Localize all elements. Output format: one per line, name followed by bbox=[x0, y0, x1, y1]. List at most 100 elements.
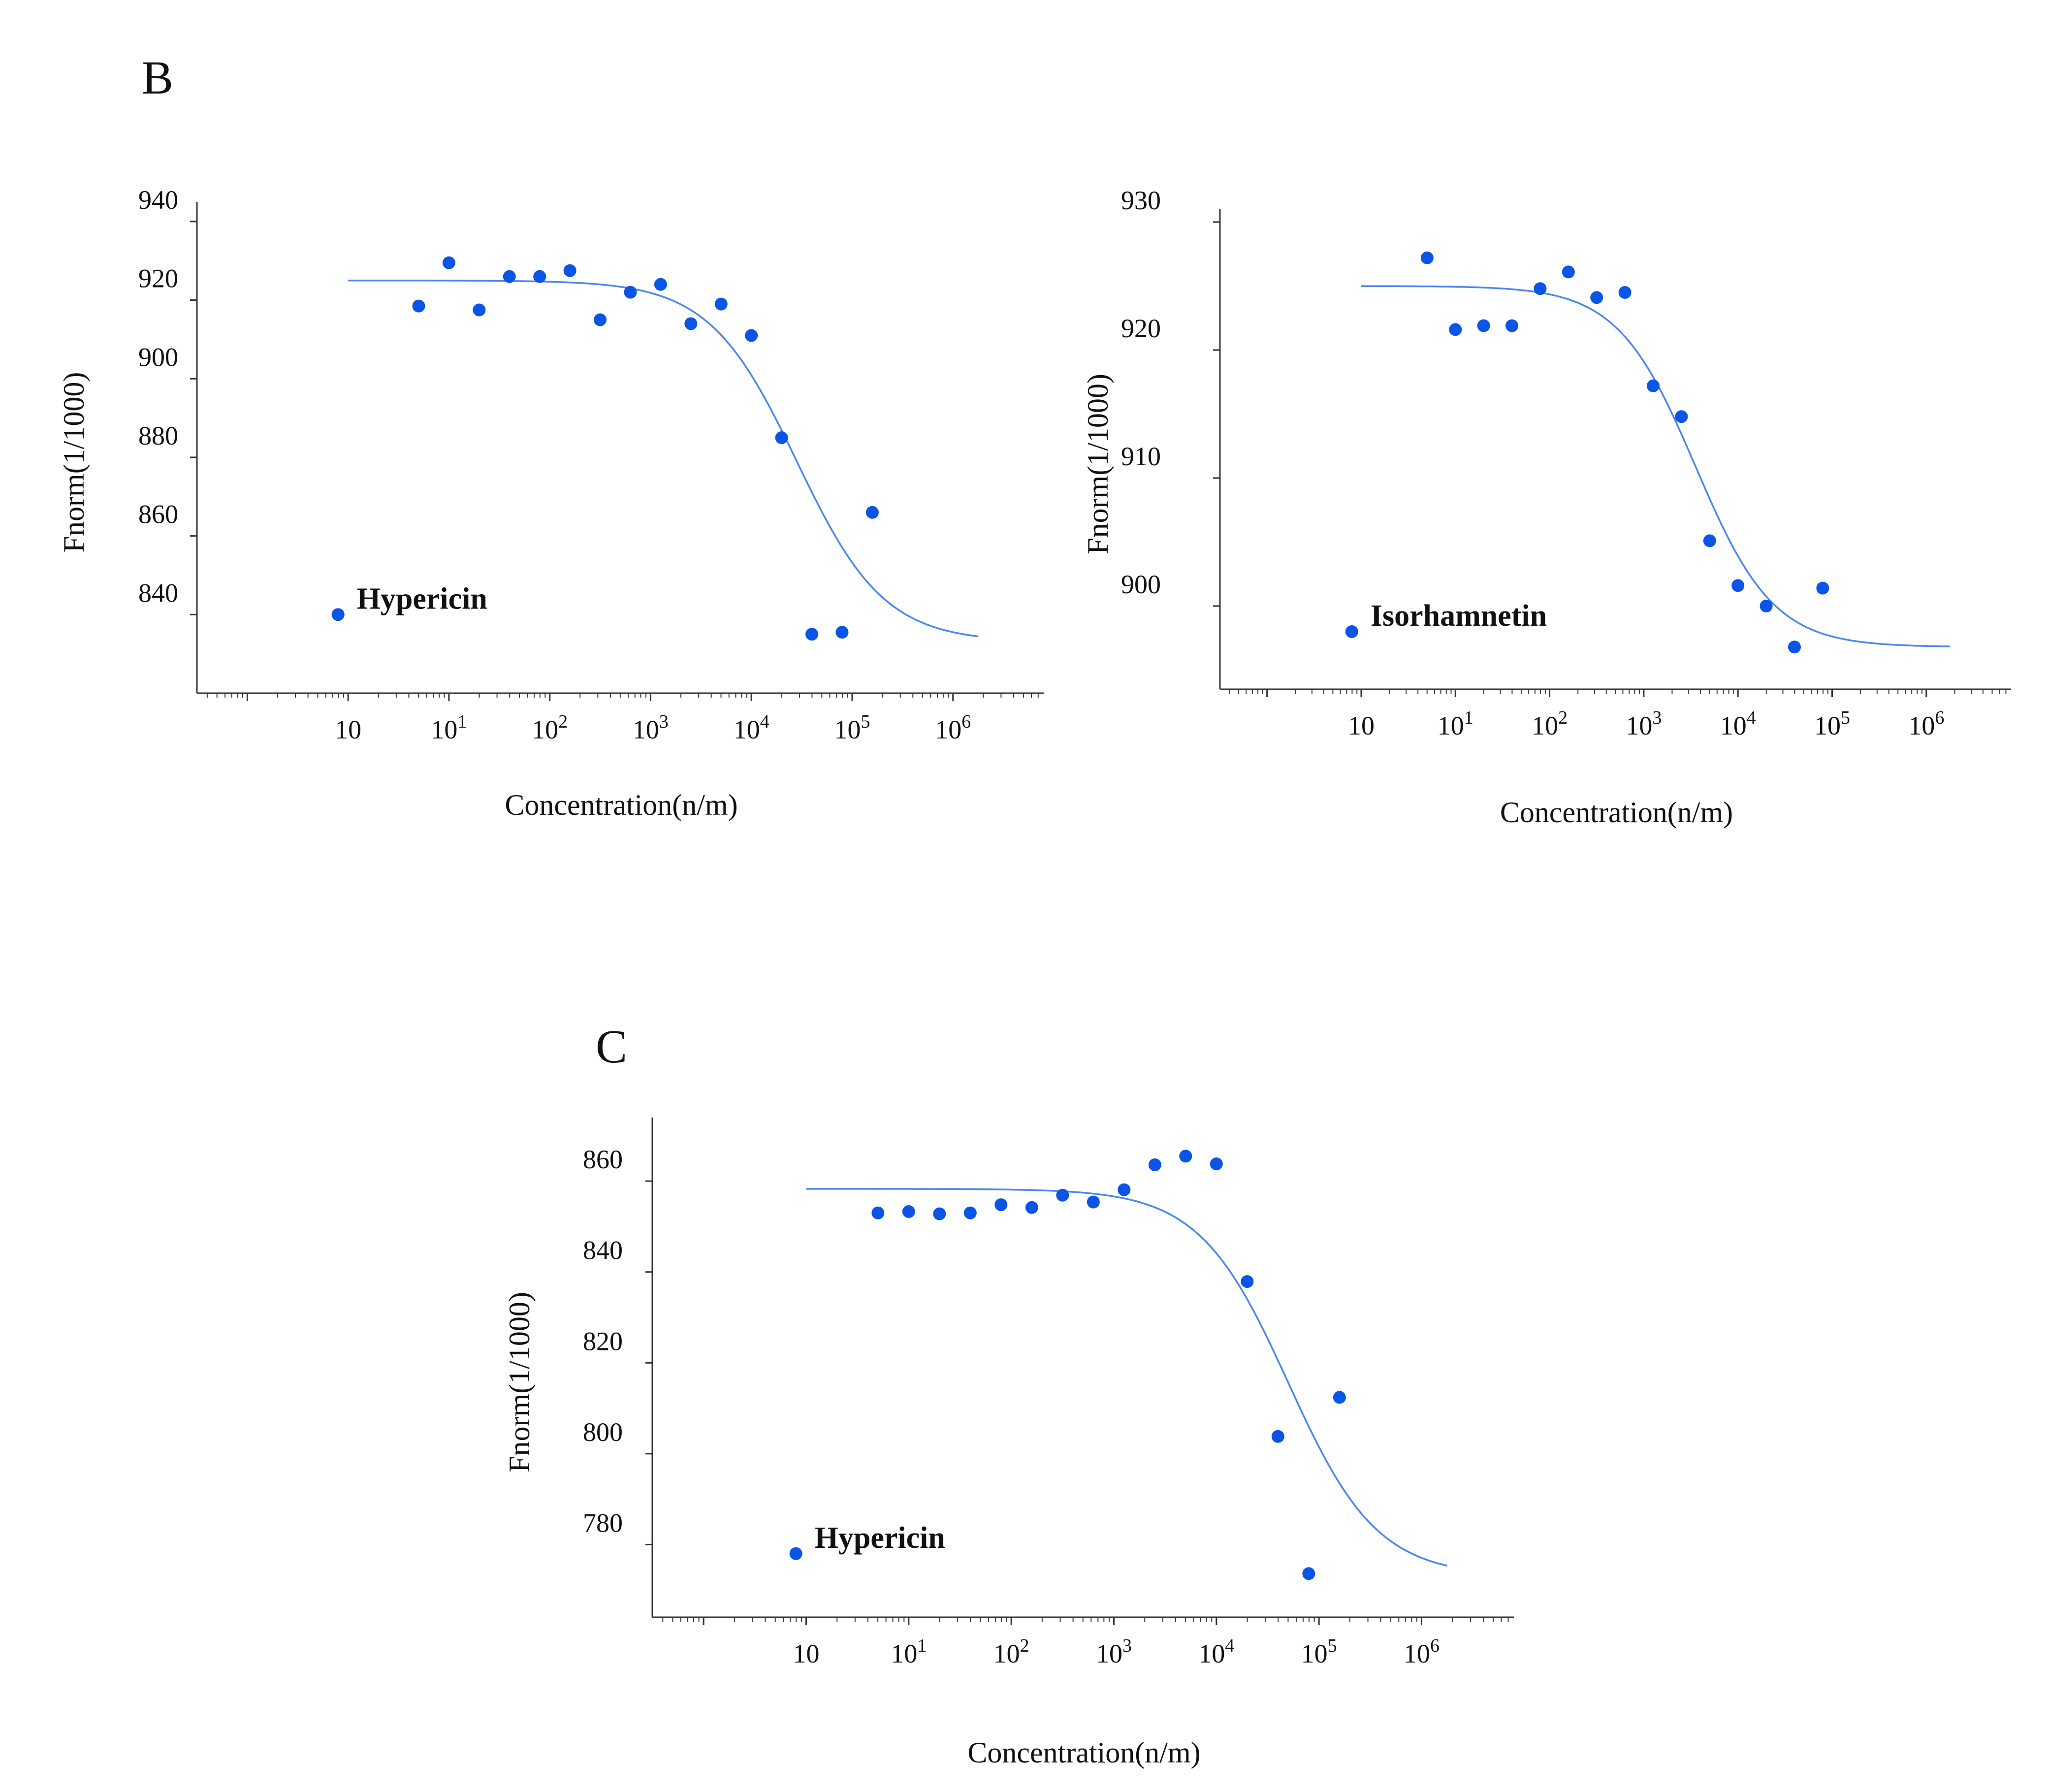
y-tick-label: 800 bbox=[583, 1417, 623, 1447]
panel-label-b: B bbox=[142, 51, 173, 104]
x-tick-label: 103 bbox=[633, 711, 669, 744]
data-point bbox=[805, 628, 819, 641]
chart-c: 780 800 820 840 860 10 101 102 103 104 105 106 Fnorm… bbox=[503, 1118, 1514, 1769]
data-point bbox=[533, 270, 546, 283]
legend-label: Hypericin bbox=[357, 582, 487, 615]
data-point bbox=[1618, 286, 1632, 299]
data-point bbox=[473, 303, 486, 317]
y-tick-label: 900 bbox=[138, 342, 178, 372]
data-point bbox=[714, 297, 728, 311]
y-tick-label: 820 bbox=[583, 1326, 623, 1356]
x-tick-label: 101 bbox=[891, 1635, 927, 1668]
y-axis-title: Fnorm(1/1000) bbox=[1082, 374, 1114, 554]
data-point bbox=[624, 286, 637, 299]
data-point bbox=[963, 1206, 977, 1219]
data-point bbox=[1148, 1158, 1161, 1171]
y-tick-label: 840 bbox=[583, 1236, 623, 1265]
x-tick-label: 10 bbox=[793, 1639, 820, 1668]
data-point bbox=[1087, 1195, 1100, 1209]
data-point bbox=[1675, 410, 1688, 423]
data-point bbox=[1760, 600, 1773, 612]
x-tick-label: 106 bbox=[1908, 707, 1944, 740]
x-tick-label: 105 bbox=[1301, 1635, 1337, 1668]
y-tick-label: 780 bbox=[583, 1508, 623, 1537]
data-point bbox=[654, 278, 667, 291]
data-point bbox=[1025, 1201, 1038, 1214]
data-point bbox=[994, 1198, 1008, 1212]
x-tick-label: 104 bbox=[1720, 707, 1756, 740]
y-tick-label: 920 bbox=[1121, 314, 1161, 343]
data-point bbox=[1562, 265, 1575, 279]
data-point bbox=[1302, 1567, 1315, 1580]
data-point bbox=[594, 313, 607, 326]
panel-label-c: C bbox=[596, 1020, 627, 1073]
data-point bbox=[442, 256, 455, 269]
x-tick-label: 10 bbox=[335, 715, 361, 744]
data-point bbox=[1647, 379, 1660, 392]
y-tick-label: 920 bbox=[138, 264, 178, 293]
data-point bbox=[503, 270, 516, 283]
data-point bbox=[1505, 319, 1519, 332]
y-tick-label: 930 bbox=[1121, 186, 1161, 215]
data-point bbox=[1590, 291, 1603, 304]
y-tick-label: 840 bbox=[138, 578, 178, 608]
data-point bbox=[1271, 1430, 1284, 1443]
data-point bbox=[563, 264, 576, 277]
x-tick-label: 101 bbox=[431, 711, 467, 744]
y-tick-label: 940 bbox=[138, 185, 178, 215]
x-axis-title: Concentration(n/m) bbox=[505, 789, 737, 821]
x-tick-label: 102 bbox=[993, 1635, 1029, 1668]
fit-curve bbox=[348, 279, 979, 638]
x-axis-title: Concentration(n/m) bbox=[1500, 796, 1733, 829]
x-tick-label: 102 bbox=[532, 711, 568, 744]
data-point bbox=[1333, 1391, 1346, 1404]
y-tick-label: 860 bbox=[138, 500, 178, 529]
y-tick-label: 880 bbox=[138, 421, 178, 450]
data-point bbox=[865, 506, 879, 519]
x-tick-label: 101 bbox=[1438, 707, 1473, 740]
x-tick-label: 104 bbox=[734, 711, 769, 744]
data-point bbox=[1118, 1183, 1131, 1196]
x-tick-label: 104 bbox=[1198, 1635, 1234, 1668]
x-tick-label: 103 bbox=[1626, 707, 1662, 740]
x-tick-label: 10 bbox=[1348, 711, 1375, 740]
data-point bbox=[1534, 282, 1547, 295]
x-tick-label: 103 bbox=[1096, 1635, 1132, 1668]
legend-label: Isorhamnetin bbox=[1371, 599, 1547, 633]
data-point bbox=[933, 1207, 946, 1220]
data-point bbox=[1056, 1188, 1069, 1202]
data-point bbox=[1703, 534, 1716, 547]
data-point bbox=[1241, 1275, 1254, 1288]
data-point bbox=[1449, 323, 1462, 336]
legend-marker bbox=[789, 1547, 802, 1560]
data-point bbox=[1179, 1150, 1192, 1163]
y-tick-label: 860 bbox=[583, 1145, 623, 1174]
y-tick-label: 900 bbox=[1121, 570, 1161, 599]
x-tick-label: 105 bbox=[834, 711, 870, 744]
x-tick-label: 106 bbox=[935, 711, 971, 744]
y-axis-title: Fnorm(1/1000) bbox=[58, 372, 90, 553]
data-point bbox=[1731, 579, 1745, 592]
legend-label: Hypericin bbox=[815, 1521, 945, 1555]
data-point bbox=[1816, 581, 1829, 595]
data-point bbox=[902, 1205, 915, 1218]
data-point bbox=[775, 431, 788, 445]
legend-marker bbox=[1345, 625, 1358, 638]
y-axis-title: Fnorm(1/1000) bbox=[503, 1292, 536, 1472]
data-point bbox=[412, 299, 425, 313]
x-axis-title: Concentration(n/m) bbox=[967, 1736, 1200, 1769]
fit-curve bbox=[806, 1188, 1448, 1567]
legend-marker bbox=[331, 608, 345, 621]
plots: 840 860 880 900 920 940 10 101 102 103 104 105 106 Fn… bbox=[58, 185, 2011, 1769]
y-tick-label: 910 bbox=[1121, 442, 1161, 471]
x-tick-label: 105 bbox=[1814, 707, 1850, 740]
fit-curve bbox=[1361, 285, 1950, 647]
data-point bbox=[1210, 1157, 1223, 1171]
data-point bbox=[1420, 251, 1434, 264]
data-point bbox=[871, 1206, 885, 1219]
x-tick-label: 106 bbox=[1404, 1635, 1440, 1668]
chart-b-right: 900 910 920 930 10 101 102 103 104 105 106 Fnorm(1/… bbox=[1082, 186, 2011, 829]
data-point bbox=[745, 329, 758, 342]
data-point bbox=[1477, 319, 1490, 332]
